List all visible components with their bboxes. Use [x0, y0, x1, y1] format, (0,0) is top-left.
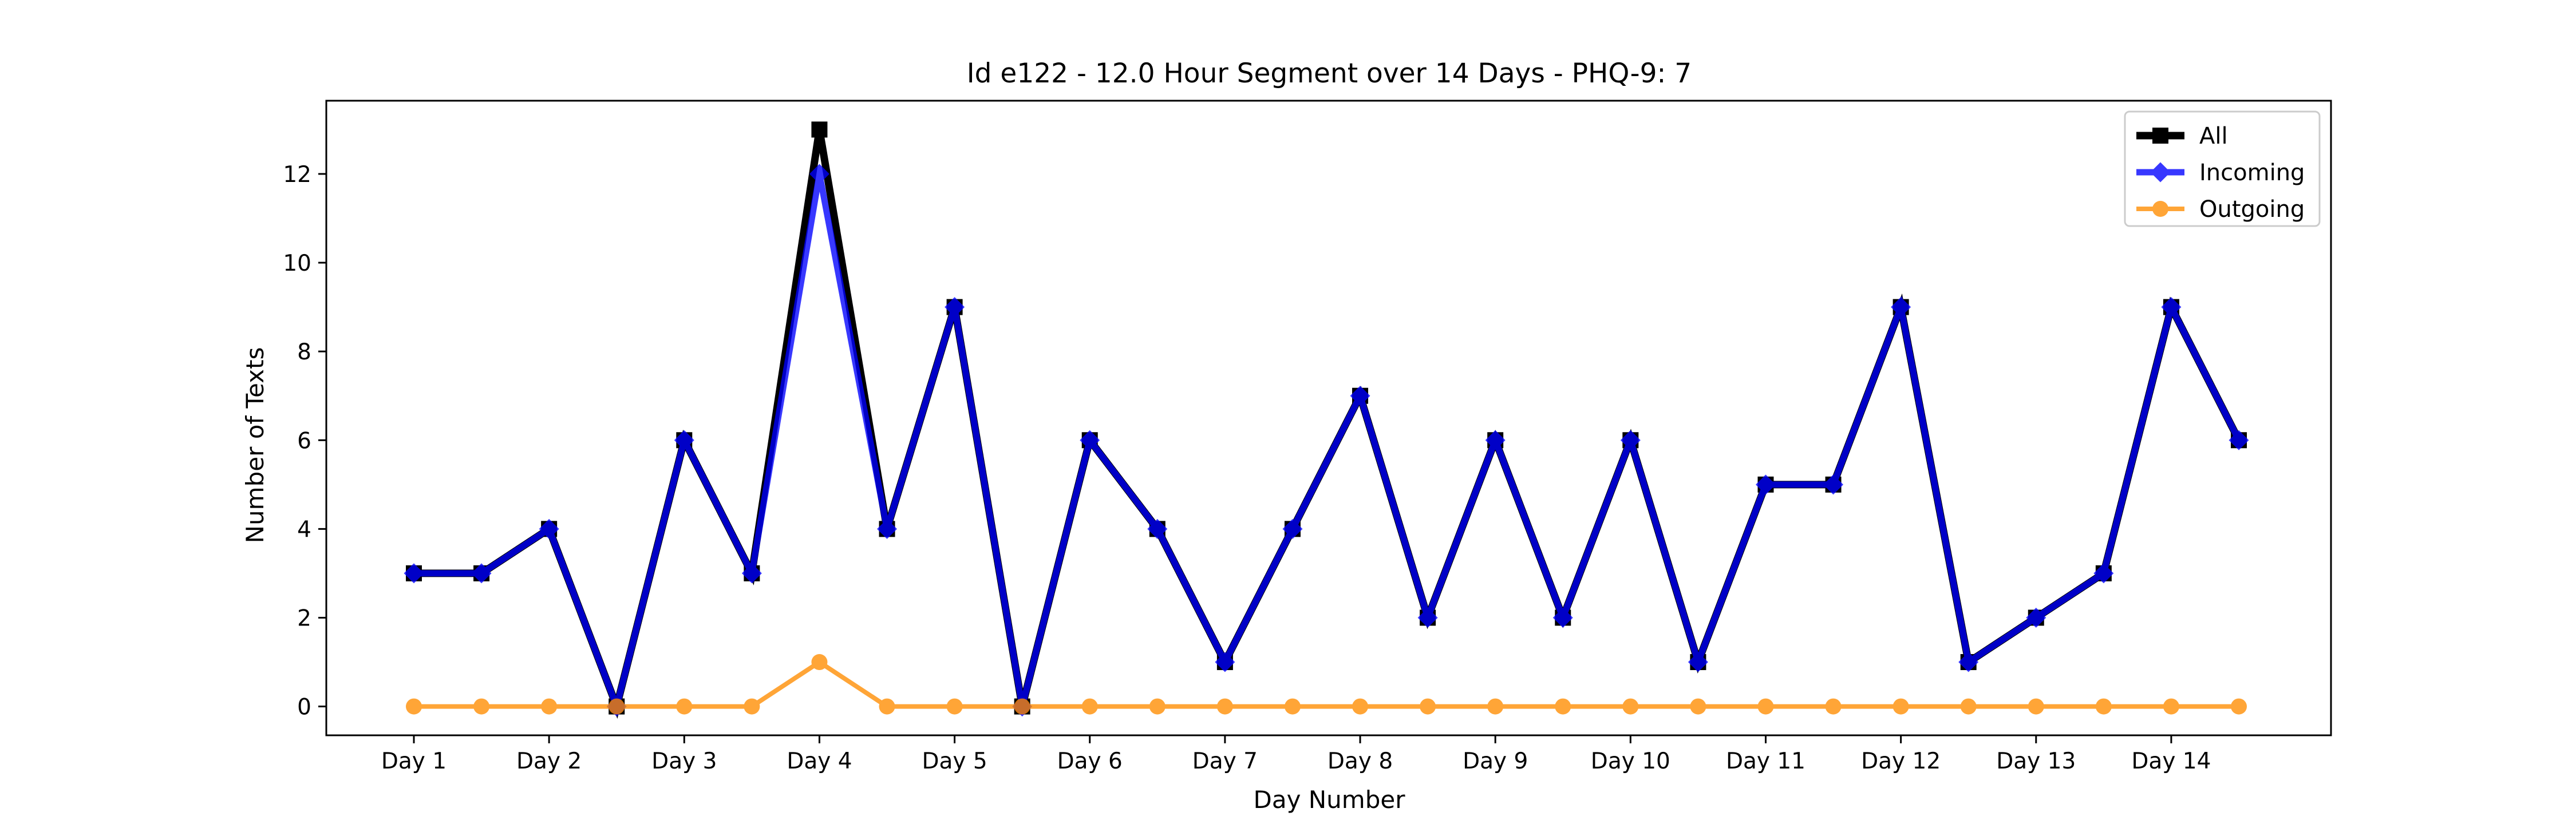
data-point-outgoing: [1420, 698, 1436, 715]
data-point-outgoing: [1622, 698, 1639, 715]
data-point-outgoing: [2028, 698, 2044, 715]
series-outgoing: [406, 654, 2247, 715]
x-axis-title: Day Number: [1253, 786, 1405, 814]
y-tick-label: 8: [297, 339, 311, 365]
data-point-outgoing: [676, 698, 693, 715]
data-point-outgoing: [744, 698, 760, 715]
data-point-incoming: [1755, 474, 1776, 495]
data-point-outgoing: [1757, 698, 1774, 715]
legend-label-all: All: [2199, 123, 2228, 149]
y-axis-title: Number of Texts: [241, 347, 269, 544]
data-point-outgoing: [2231, 698, 2247, 715]
data-point-incoming: [2229, 430, 2249, 450]
data-point-outgoing: [1216, 698, 1233, 715]
data-point-outgoing: [1893, 698, 1909, 715]
data-point-outgoing: [541, 698, 558, 715]
legend: All Incoming Outgoing: [2124, 110, 2321, 227]
data-point-incoming: [1215, 652, 1235, 672]
y-tick-label: 6: [297, 428, 311, 454]
data-point-outgoing: [1352, 698, 1369, 715]
data-point-outgoing: [1284, 698, 1301, 715]
x-tick-label: Day 7: [1192, 748, 1258, 774]
legend-swatch-all: [2136, 128, 2184, 144]
x-tick-label: Day 12: [1861, 748, 1941, 774]
legend-marker-incoming: [2150, 162, 2171, 183]
data-point-incoming: [1350, 386, 1370, 406]
data-point-incoming: [809, 164, 829, 184]
data-point-incoming: [1147, 518, 1168, 539]
legend-swatch-outgoing: [2136, 201, 2184, 217]
data-point-incoming: [1485, 430, 1506, 450]
x-tick-label: Day 1: [381, 748, 447, 774]
legend-label-incoming: Incoming: [2199, 160, 2305, 186]
data-point-incoming: [1688, 652, 1708, 672]
data-point-outgoing: [879, 698, 895, 715]
x-tick-label: Day 4: [787, 748, 852, 774]
data-point-outgoing: [406, 698, 422, 715]
data-point-incoming: [945, 297, 965, 318]
x-tick-label: Day 2: [516, 748, 582, 774]
y-tick-label: 2: [297, 605, 311, 631]
data-point-incoming: [1891, 297, 1911, 318]
data-point-outgoing: [1487, 698, 1504, 715]
y-tick-label: 12: [283, 162, 311, 188]
series-line-all: [414, 129, 2242, 719]
chart-title: Id e122 - 12.0 Hour Segment over 14 Days…: [967, 58, 1692, 89]
x-tick-label: Day 14: [2131, 748, 2211, 774]
data-point-outgoing: [1825, 698, 1842, 715]
legend-box: [2124, 110, 2321, 227]
data-point-outgoing: [1014, 698, 1030, 715]
x-tick-label: Day 5: [922, 748, 987, 774]
data-point-outgoing: [1555, 698, 1571, 715]
data-point-incoming: [2026, 607, 2046, 628]
x-tick-label: Day 8: [1327, 748, 1393, 774]
y-tick-label: 4: [297, 517, 311, 542]
data-point-incoming: [1958, 652, 1979, 672]
data-point-outgoing: [2095, 698, 2112, 715]
data-point-incoming: [2161, 297, 2182, 318]
data-point-incoming: [2093, 563, 2114, 584]
y-tick-label: 0: [297, 695, 311, 720]
y-tick-label: 10: [283, 251, 311, 276]
data-point-incoming: [1417, 607, 1438, 628]
data-point-outgoing: [1960, 698, 1977, 715]
plot-area: 0 2 4 6 8 10 12 Day 1 Day 2 Day 3 Day 4 Day 5 Day 6 D…: [283, 100, 2332, 774]
x-tick-label: Day 6: [1057, 748, 1123, 774]
legend-label-outgoing: Outgoing: [2199, 196, 2305, 223]
series-line-incoming: [414, 173, 2242, 717]
data-point-incoming: [404, 563, 424, 584]
series-line-outgoing: [414, 659, 2239, 709]
data-point-all: [811, 121, 828, 138]
data-point-outgoing: [811, 654, 828, 671]
x-tick-label: Day 10: [1591, 748, 1670, 774]
series-all: [406, 121, 2247, 719]
data-point-incoming: [1080, 430, 1100, 450]
data-point-outgoing: [609, 698, 625, 715]
data-point-incoming: [877, 518, 898, 539]
legend-marker-outgoing: [2152, 201, 2168, 217]
x-tick-label: Day 13: [1996, 748, 2076, 774]
legend-swatch-incoming: [2136, 162, 2184, 183]
data-point-outgoing: [1081, 698, 1098, 715]
data-point-incoming: [1620, 430, 1641, 450]
series-incoming: [404, 164, 2249, 717]
data-point-incoming: [471, 563, 492, 584]
data-point-incoming: [741, 563, 762, 584]
data-point-outgoing: [946, 698, 963, 715]
x-tick-label: Day 11: [1726, 748, 1805, 774]
x-tick-label: Day 9: [1463, 748, 1528, 774]
data-point-incoming: [1282, 518, 1303, 539]
x-tick-label: Day 3: [651, 748, 717, 774]
data-point-outgoing: [1690, 698, 1706, 715]
data-point-incoming: [539, 518, 559, 539]
data-point-outgoing: [2163, 698, 2179, 715]
data-point-outgoing: [1149, 698, 1165, 715]
data-point-incoming: [1552, 607, 1573, 628]
data-point-outgoing: [473, 698, 490, 715]
data-point-incoming: [674, 430, 694, 450]
legend-marker-all: [2152, 128, 2168, 144]
data-point-incoming: [1823, 474, 1844, 495]
plot-frame: [325, 100, 2332, 736]
